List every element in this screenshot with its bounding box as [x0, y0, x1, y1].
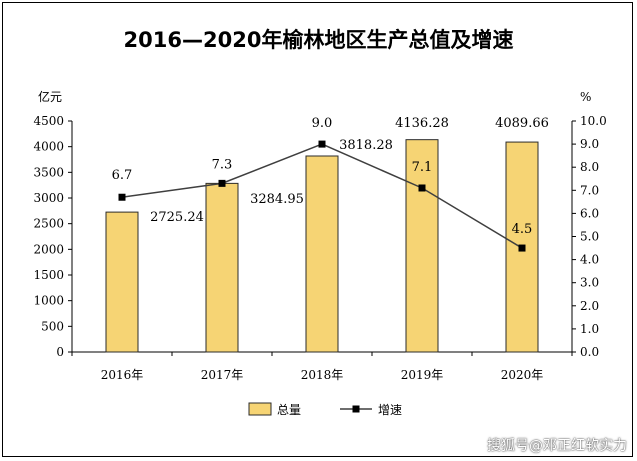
growth-value-label: 4.5: [512, 222, 533, 237]
left-tick-label: 0: [56, 345, 64, 359]
bar: [205, 182, 239, 353]
x-tick-label: 2017年: [201, 368, 244, 382]
bar: [105, 211, 139, 353]
right-tick-label: 1.0: [580, 322, 599, 336]
bar-value-label: 4136.28: [395, 116, 449, 131]
left-tick-label: 500: [41, 319, 64, 333]
right-tick-label: 6.0: [580, 206, 599, 220]
bars: [105, 139, 539, 353]
legend-bar-swatch: [248, 402, 272, 416]
bar-value-label: 4089.66: [495, 116, 549, 131]
right-tick-label: 3.0: [580, 276, 599, 290]
bar-value-label: 2725.24: [150, 210, 204, 225]
growth-value-label: 6.7: [112, 168, 133, 183]
left-tick-label: 1500: [33, 268, 64, 282]
growth-value-label: 9.0: [312, 116, 333, 131]
growth-value-label: 7.3: [212, 157, 233, 172]
right-tick-label: 9.0: [580, 137, 599, 151]
right-tick-label: 10.0: [580, 114, 607, 128]
watermark: 搜狐号@邓正红软实力: [487, 438, 627, 454]
bar-value-label: 3284.95: [250, 192, 304, 207]
growth-marker: [318, 140, 326, 148]
growth-value-label: 7.1: [412, 160, 433, 175]
right-tick-label: 0.0: [580, 345, 599, 359]
right-tick-label: 7.0: [580, 183, 599, 197]
x-tick-label: 2018年: [301, 368, 344, 382]
left-axis-unit: 亿元: [38, 89, 62, 104]
right-axis-unit: %: [580, 90, 591, 104]
right-tick-label: 4.0: [580, 253, 599, 267]
right-tick-label: 2.0: [580, 299, 599, 313]
left-tick-label: 4000: [33, 140, 64, 154]
x-tick-label: 2019年: [401, 368, 444, 382]
bar-value-label: 3818.28: [339, 138, 393, 153]
growth-marker: [218, 179, 226, 187]
left-tick-label: 4500: [33, 114, 64, 128]
legend: 总量 增速: [248, 402, 402, 417]
growth-line: [118, 140, 526, 252]
growth-marker: [418, 184, 426, 192]
legend-line-marker: [352, 405, 360, 413]
right-tick-label: 5.0: [580, 230, 599, 244]
axes: 0 500 1000 1500 2000 2500 3000 3500 4000 4500 0.0 1…: [33, 89, 606, 382]
legend-line-label: 增速: [378, 403, 402, 417]
chart-title: 2016—2020年榆林地区生产总值及增速: [123, 28, 514, 52]
x-tick-label: 2020年: [501, 368, 544, 382]
right-tick-label: 8.0: [580, 160, 599, 174]
left-tick-label: 2500: [33, 217, 64, 231]
legend-bar-label: 总量: [277, 403, 301, 417]
left-tick-label: 3000: [33, 191, 64, 205]
growth-marker: [118, 193, 126, 201]
x-tick-label: 2016年: [101, 368, 144, 382]
left-tick-label: 2000: [33, 242, 64, 256]
left-tick-label: 1000: [33, 294, 64, 308]
left-tick-label: 3500: [33, 165, 64, 179]
growth-marker: [518, 244, 526, 252]
bar: [305, 155, 339, 353]
bar: [405, 139, 439, 353]
